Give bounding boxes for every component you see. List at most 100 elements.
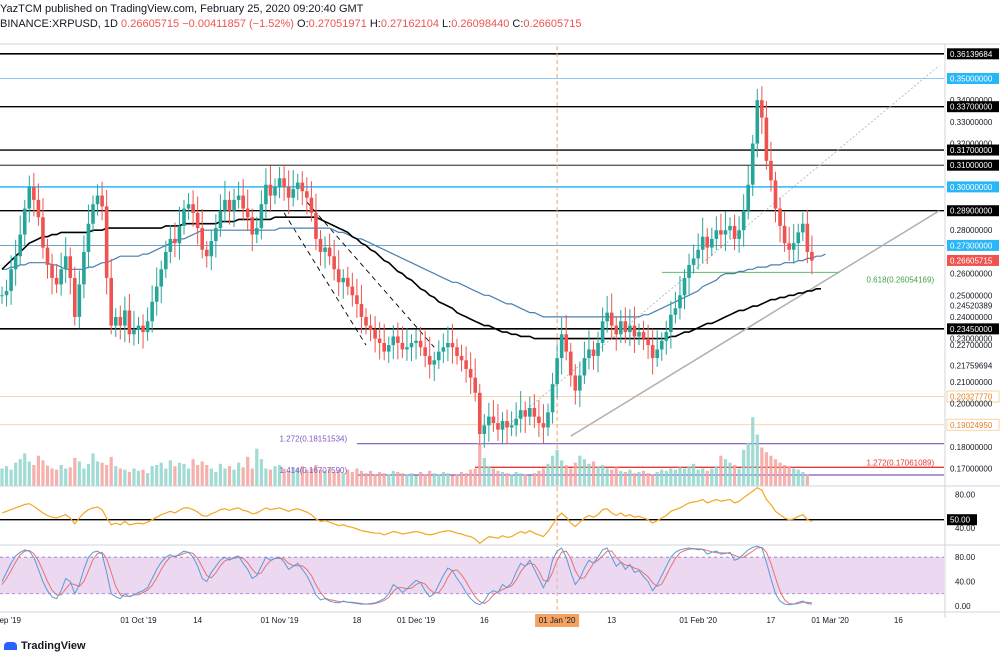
low-value: 0.26098440 xyxy=(451,18,510,30)
volume-bar xyxy=(409,473,414,486)
volume-bar xyxy=(664,470,668,486)
volume-bar xyxy=(601,465,605,486)
candle-body xyxy=(650,345,655,359)
volume-bar xyxy=(610,469,614,486)
volume-bar xyxy=(432,473,436,486)
volume-bar xyxy=(673,469,677,486)
volume-bar xyxy=(146,473,150,486)
volume-bar xyxy=(223,468,227,486)
volume-bar xyxy=(660,469,664,486)
candle-body xyxy=(241,195,245,209)
time-axis-label: 14 xyxy=(193,616,202,625)
candle-body xyxy=(195,212,200,229)
candle-body xyxy=(4,290,9,296)
tradingview-logo-icon xyxy=(4,642,17,651)
volume-bar xyxy=(614,467,618,486)
volume-bar xyxy=(560,460,564,486)
candle-body xyxy=(619,321,623,335)
price-axis-label: 0.21759694 xyxy=(950,361,993,370)
rsi-line xyxy=(1,486,813,545)
candle-body xyxy=(632,325,637,337)
rsi-axis-label: 40.00 xyxy=(955,524,976,533)
fib-label: 1.272(0.17061089) xyxy=(867,458,935,467)
volume-bar xyxy=(118,468,122,486)
candle-body xyxy=(86,223,91,252)
volume-bar xyxy=(459,472,464,486)
price-chart[interactable]: 1.272(0.18151534) 1.414(0.16707590) 1.272(… xyxy=(0,34,1000,636)
candle-body xyxy=(18,234,22,257)
price-axis-label: 0.21000000 xyxy=(950,378,993,387)
candle-body xyxy=(641,332,646,339)
candle-body xyxy=(623,321,628,333)
volume-bar xyxy=(218,463,222,486)
candle-body xyxy=(27,186,32,209)
candle-body xyxy=(209,241,214,257)
candle-body xyxy=(737,230,741,239)
candle-body xyxy=(500,420,505,430)
candle-body xyxy=(764,117,769,161)
volume-bar xyxy=(692,463,696,486)
high-value: 0.27162104 xyxy=(380,18,439,30)
candle-body xyxy=(223,199,227,211)
candle-body xyxy=(609,312,614,326)
volume-bar xyxy=(359,470,364,486)
symbol-name: BINANCE:XRPUSD, 1D xyxy=(0,18,118,30)
candle-body xyxy=(473,377,477,393)
volume-bar xyxy=(669,468,673,486)
volume-bar xyxy=(596,466,600,486)
volume-bar xyxy=(455,474,459,486)
volume-bar xyxy=(196,465,200,486)
candle-body xyxy=(255,228,259,235)
stoch-k-line xyxy=(1,545,812,606)
volume-bar xyxy=(632,473,637,486)
candle-body xyxy=(327,247,332,257)
candle-body xyxy=(355,295,359,304)
candle-body xyxy=(168,238,173,252)
volume-bar xyxy=(746,442,750,486)
volume-bar xyxy=(59,465,63,486)
volume-bar xyxy=(18,459,22,486)
volume-bar xyxy=(237,462,241,486)
volume-bar xyxy=(264,468,268,486)
volume-bar xyxy=(41,460,45,486)
candle-body xyxy=(532,407,537,417)
candle-body xyxy=(100,195,104,207)
volume-bar xyxy=(323,470,327,486)
volume-bar xyxy=(678,467,682,486)
volume-bar xyxy=(86,463,91,486)
volume-bar xyxy=(364,473,368,486)
volume-bar xyxy=(150,466,154,486)
volume-bar xyxy=(136,470,141,486)
candle-body xyxy=(405,347,409,350)
volume-bar xyxy=(437,474,441,486)
candle-body xyxy=(236,195,241,200)
time-axis-label: 01 Feb '20 xyxy=(679,616,717,625)
candle-body xyxy=(801,223,805,233)
candle-body xyxy=(286,186,291,198)
volume-bar xyxy=(296,468,300,486)
price-axis-label: 0.25000000 xyxy=(950,291,993,300)
chart-header: YazTCM published on TradingView.com, Feb… xyxy=(0,0,1000,34)
volume-bar xyxy=(651,474,655,486)
candle-body xyxy=(573,375,578,391)
volume-bar xyxy=(77,461,81,486)
candle-body xyxy=(127,310,132,335)
volume-bar xyxy=(528,475,532,486)
rsi-axis-label: 80.00 xyxy=(955,490,976,499)
volume-bar xyxy=(764,452,768,486)
volume-bar xyxy=(291,467,295,486)
candle-body xyxy=(386,345,391,352)
candle-body xyxy=(582,358,587,376)
candle-body xyxy=(755,100,760,144)
volume-bar xyxy=(523,474,527,486)
volume-bar xyxy=(27,461,31,486)
candle-body xyxy=(732,225,737,239)
volume-bar xyxy=(227,466,232,486)
volume-bar xyxy=(55,469,59,486)
price-axis-label: 0.19024950 xyxy=(950,421,993,430)
candle-body xyxy=(182,208,186,226)
volume-bar xyxy=(769,455,773,486)
volume-bar xyxy=(332,472,336,486)
volume-bar xyxy=(382,473,386,486)
volume-bar xyxy=(355,468,359,486)
